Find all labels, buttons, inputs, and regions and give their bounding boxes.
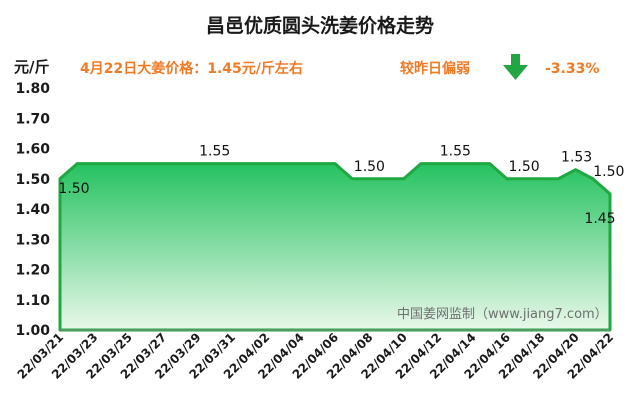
chart-title: 昌邑优质圆头洗姜价格走势 bbox=[206, 14, 434, 37]
data-label: 1.50 bbox=[508, 159, 539, 175]
data-label: 1.50 bbox=[593, 164, 624, 180]
y-axis-unit: 元/斤 bbox=[14, 58, 49, 76]
change-label: 较昨日偏弱 bbox=[400, 60, 470, 77]
data-label: 1.50 bbox=[354, 159, 385, 175]
data-label: 1.55 bbox=[199, 144, 230, 160]
change-value: -3.33% bbox=[545, 61, 599, 77]
y-tick-label: 1.70 bbox=[15, 111, 50, 127]
data-label: 1.45 bbox=[584, 211, 615, 227]
data-label: 1.50 bbox=[58, 181, 89, 197]
area-series bbox=[58, 162, 612, 332]
headline-price: 4月22日大姜价格：1.45元/斤左右 bbox=[80, 60, 303, 77]
y-tick-label: 1.30 bbox=[15, 232, 50, 248]
x-axis-ticks: 22/03/2122/03/2322/03/2522/03/2722/03/29… bbox=[15, 330, 617, 382]
data-label: 1.53 bbox=[561, 150, 592, 166]
data-labels: 1.501.551.501.551.501.531.501.45 bbox=[58, 144, 624, 227]
y-tick-label: 1.80 bbox=[15, 81, 50, 97]
price-area bbox=[58, 162, 612, 332]
watermark: 中国姜网监制（www.jiang7.com） bbox=[397, 307, 608, 322]
y-tick-label: 1.40 bbox=[15, 202, 50, 218]
y-tick-label: 1.50 bbox=[15, 172, 50, 188]
y-tick-label: 1.60 bbox=[15, 142, 50, 158]
data-label: 1.55 bbox=[440, 144, 471, 160]
y-tick-label: 1.20 bbox=[15, 263, 50, 279]
y-tick-label: 1.00 bbox=[15, 323, 50, 339]
y-axis-ticks: 1.00 1.10 1.20 1.30 1.40 1.50 1.60 1.70 1.80 bbox=[15, 81, 50, 339]
y-tick-label: 1.10 bbox=[15, 293, 50, 309]
down-arrow-icon bbox=[503, 54, 528, 80]
